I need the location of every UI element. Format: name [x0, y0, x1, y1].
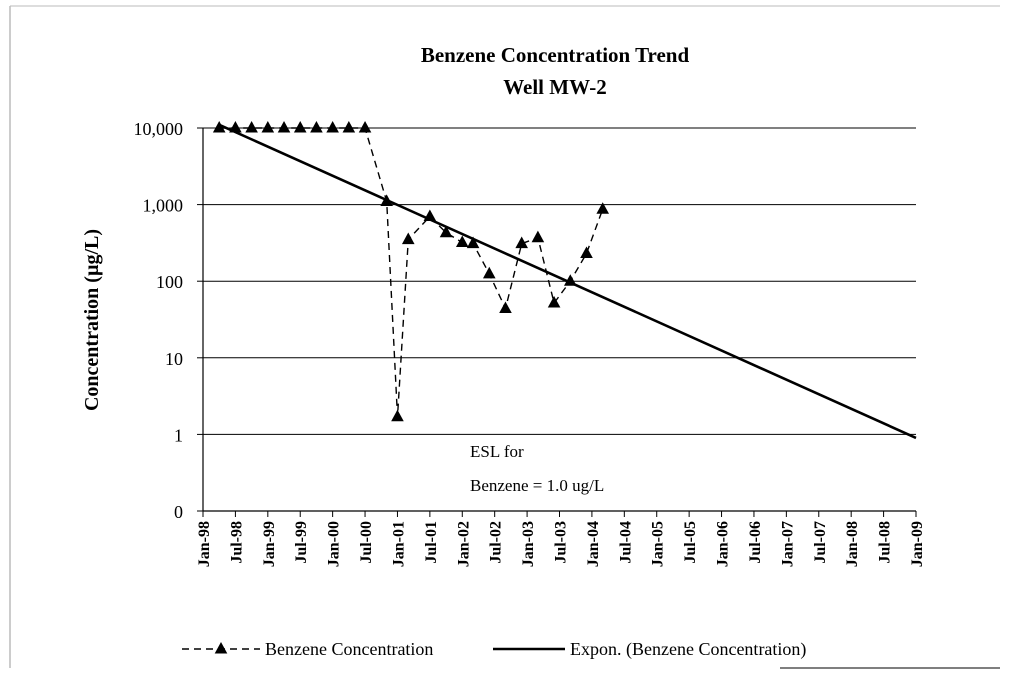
marker: [482, 266, 496, 279]
x-tick-label: Jan-05: [650, 521, 667, 567]
y-tick-label: 100: [156, 272, 183, 292]
x-tick-label: Jul-05: [682, 521, 699, 564]
marker: [293, 121, 307, 133]
marker: [310, 121, 323, 133]
x-tick-label: Jan-98: [196, 521, 213, 567]
annotation: ESL for: [470, 442, 524, 461]
x-tick-label: Jan-07: [779, 521, 796, 567]
marker: [277, 121, 291, 133]
y-axis-label: Concentration (µg/L): [81, 229, 103, 411]
marker: [439, 225, 453, 238]
series-line: [218, 123, 917, 440]
x-tick-label: Jan-01: [390, 521, 407, 567]
marker: [342, 121, 356, 133]
x-tick-label: Jan-08: [844, 521, 861, 567]
marker: [326, 121, 339, 133]
marker: [358, 121, 372, 133]
y-tick-label: 10: [165, 349, 183, 369]
marker: [212, 121, 226, 133]
x-tick-label: Jul-02: [488, 521, 505, 564]
x-tick-label: Jan-03: [520, 521, 537, 567]
x-tick-label: Jul-99: [293, 521, 310, 564]
x-tick-label: Jan-09: [909, 521, 926, 567]
marker: [455, 235, 469, 248]
y-tick-label: 10,000: [134, 119, 184, 139]
x-tick-label: Jul-03: [553, 521, 570, 564]
marker: [580, 246, 593, 259]
chart-title: Benzene Concentration Trend: [421, 43, 690, 67]
legend-label: Benzene Concentration: [265, 639, 433, 659]
x-tick-label: Jan-99: [261, 521, 278, 567]
marker: [596, 202, 610, 214]
x-tick-label: Jul-07: [812, 521, 829, 564]
x-tick-label: Jan-00: [326, 521, 343, 567]
y-tick-label: 0: [174, 502, 183, 522]
legend-marker: [214, 642, 228, 654]
x-tick-label: Jan-04: [585, 521, 602, 567]
chart-subtitle: Well MW-2: [503, 75, 607, 99]
annotation: Benzene = 1.0 ug/L: [470, 476, 604, 495]
y-tick-label: 1: [174, 425, 183, 445]
marker: [466, 236, 480, 249]
x-tick-label: Jul-04: [617, 521, 634, 564]
marker: [499, 301, 512, 314]
marker: [261, 121, 275, 133]
x-tick-label: Jan-02: [455, 521, 472, 567]
x-tick-label: Jan-06: [715, 521, 732, 567]
x-tick-label: Jul-08: [877, 521, 894, 564]
marker: [515, 236, 528, 249]
x-tick-label: Jul-00: [358, 521, 375, 564]
y-tick-label: 1,000: [143, 196, 184, 216]
marker: [391, 409, 404, 422]
marker: [531, 230, 545, 243]
marker: [245, 121, 258, 133]
x-tick-label: Jul-06: [747, 521, 764, 564]
legend-label: Expon. (Benzene Concentration): [570, 639, 806, 660]
marker: [547, 295, 561, 308]
x-tick-label: Jul-01: [423, 521, 440, 564]
x-tick-label: Jul-98: [228, 521, 245, 564]
marker: [401, 232, 415, 245]
